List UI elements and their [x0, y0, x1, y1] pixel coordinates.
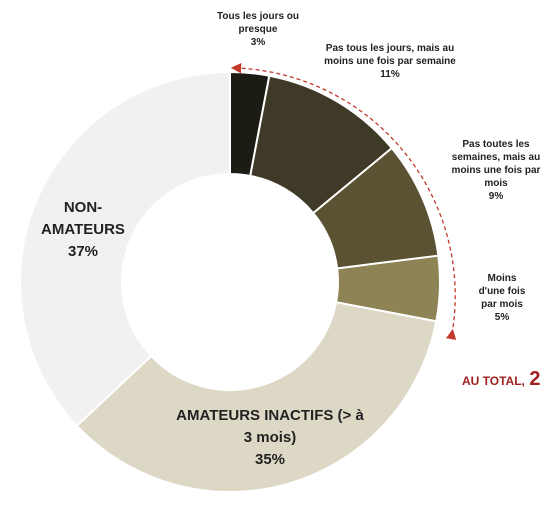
slice-5 — [19, 70, 231, 428]
slice-4 — [75, 301, 438, 493]
total-annotation: AU TOTAL, 2 — [462, 368, 540, 391]
label-non-amateurs: NON- AMATEURS 37% — [41, 199, 125, 260]
label-monthly: Pas toutes les semaines, mais au moins u… — [451, 139, 541, 202]
label-daily: Tous les jours ou presque 3% — [216, 11, 300, 48]
total-prefix: AU TOTAL, — [462, 374, 525, 388]
label-less-monthly: Moins d'une fois par mois 5% — [478, 273, 526, 323]
total-number: 2 — [529, 368, 541, 390]
dashed-arrow-arc — [230, 63, 457, 340]
label-weekly: Pas tous les jours, mais au moins une fo… — [324, 43, 456, 80]
label-inactive: AMATEURS INACTIFS (> à 3 mois) 35% — [176, 407, 364, 468]
